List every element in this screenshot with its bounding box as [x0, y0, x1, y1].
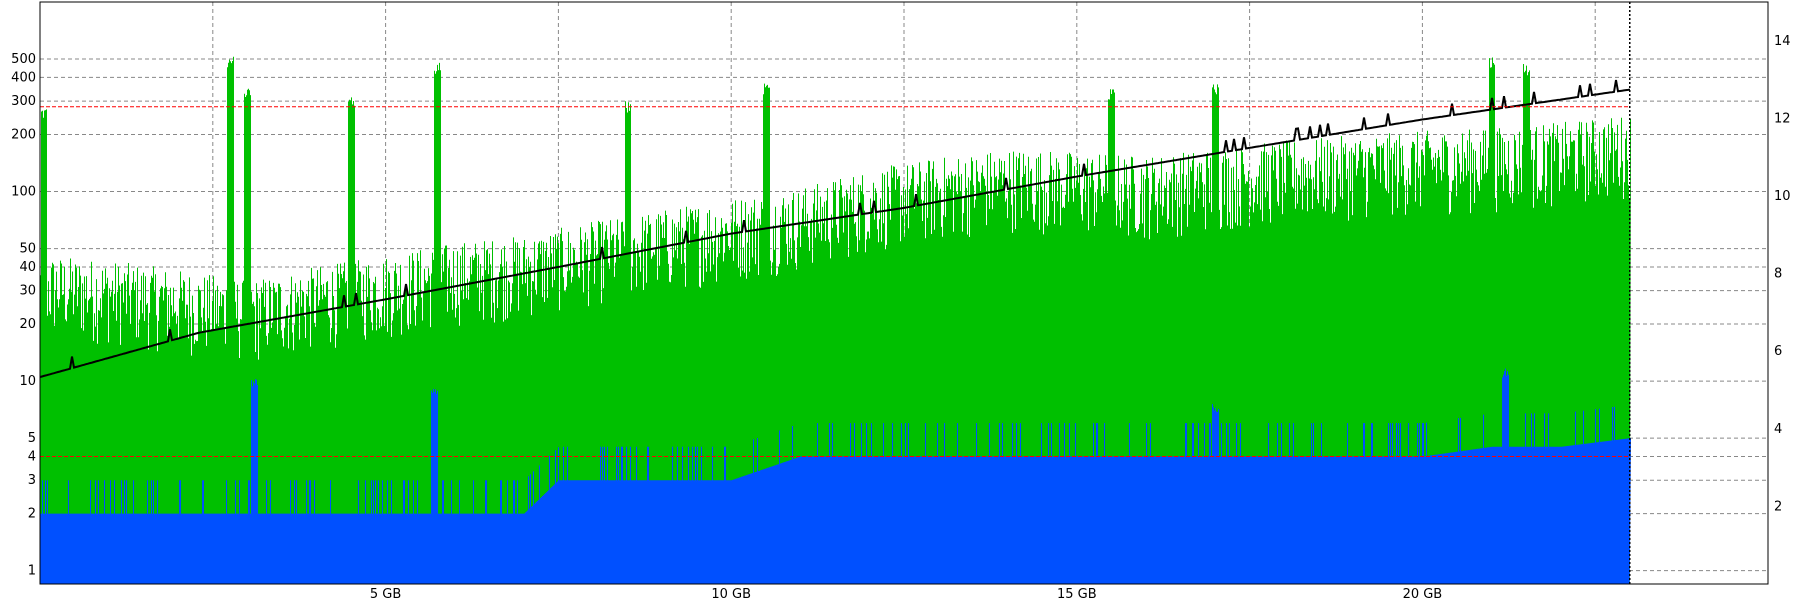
right-tick-label-4: 10 [1774, 189, 1791, 204]
left-tick-label-0: 1 [28, 564, 36, 579]
right-tick-label-1: 4 [1774, 422, 1782, 437]
right-tick-label-2: 6 [1774, 344, 1782, 359]
left-tick-label-6: 20 [19, 317, 36, 332]
left-tick-label-8: 40 [19, 260, 36, 275]
x-tick-label-2: 15 GB [1057, 587, 1097, 600]
left-tick-label-2: 3 [28, 473, 36, 488]
right-tick-label-6: 14 [1774, 34, 1791, 49]
left-tick-label-3: 4 [28, 450, 36, 465]
tick-labels: 1234510203040501002003004005002468101214… [11, 34, 1790, 600]
left-tick-label-9: 50 [19, 242, 36, 257]
reference-lines [40, 106, 1630, 458]
x-tick-label-0: 5 GB [370, 587, 401, 600]
right-tick-label-3: 8 [1774, 267, 1782, 282]
x-tick-label-1: 10 GB [711, 587, 751, 600]
left-tick-label-1: 2 [28, 507, 36, 522]
axes [39, 1, 1769, 585]
left-tick-label-13: 400 [11, 70, 36, 85]
left-tick-label-12: 300 [11, 94, 36, 109]
left-tick-label-7: 30 [19, 284, 36, 299]
right-tick-label-0: 2 [1774, 499, 1782, 514]
left-tick-label-10: 100 [11, 185, 36, 200]
series-1-area [40, 368, 1631, 584]
left-tick-label-11: 200 [11, 127, 36, 142]
left-tick-label-14: 500 [11, 52, 36, 67]
plot-frame [39, 1, 1769, 585]
series-layer [39, 56, 1631, 584]
right-tick-label-5: 12 [1774, 111, 1791, 126]
left-tick-label-4: 5 [28, 431, 36, 446]
left-tick-label-5: 10 [19, 374, 36, 389]
x-tick-label-3: 20 GB [1403, 587, 1443, 600]
series-2-line [39, 79, 1631, 379]
